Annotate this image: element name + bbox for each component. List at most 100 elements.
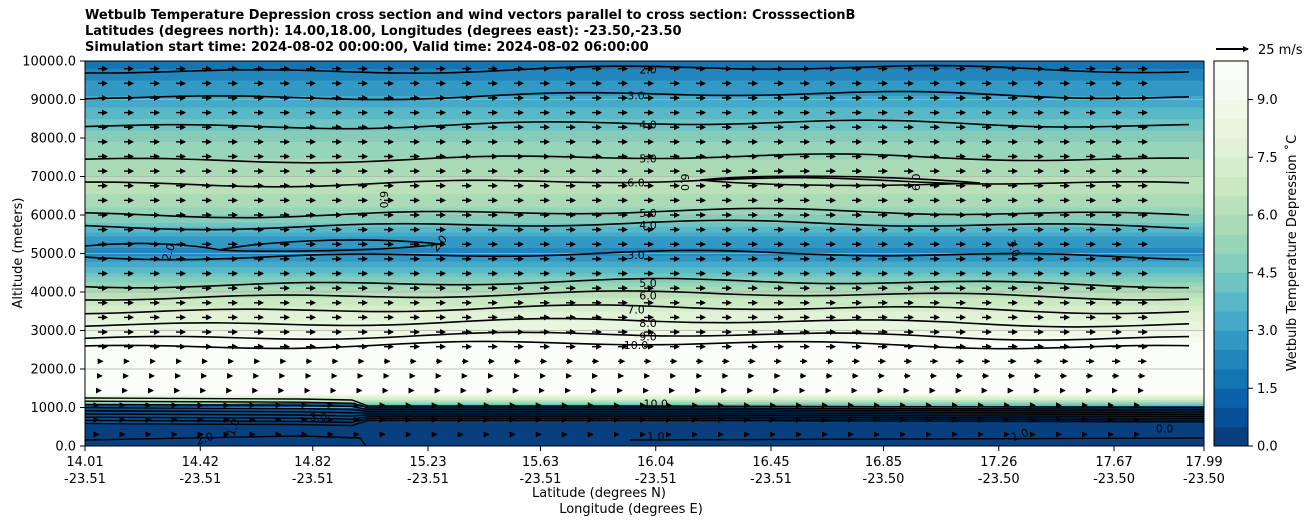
- contour-label: 4.0: [639, 119, 657, 132]
- contour-band: [85, 162, 1204, 166]
- contour-band: [85, 185, 1204, 189]
- colorbar-tick-label: 0.0: [1257, 440, 1278, 455]
- contour-band: [85, 307, 1204, 310]
- contour-band: [85, 318, 1204, 322]
- contour-band: [85, 239, 1204, 243]
- x-tick-label-longitude: -23.51: [750, 472, 792, 487]
- x-tick-label-longitude: -23.51: [179, 472, 221, 487]
- colorbar-segment: [1214, 118, 1248, 139]
- contour-band: [85, 255, 1204, 258]
- colorbar-frame: [1213, 60, 1249, 447]
- contour-band: [85, 116, 1204, 120]
- y-tick-label: 4000.0: [31, 286, 77, 301]
- contour-band: [85, 310, 1204, 314]
- x-tick-label-latitude: 14.42: [182, 455, 219, 470]
- contour-line-6.0: [85, 290, 1190, 301]
- contour-band: [85, 274, 1204, 277]
- contour-band: [85, 151, 1204, 154]
- contour-line-4.0: [85, 219, 1190, 231]
- contour-band: [85, 280, 1204, 283]
- contour-line-closed-6: [699, 175, 981, 187]
- colorbar-segment: [1214, 79, 1248, 100]
- contour-band: [85, 189, 1204, 193]
- colorbar-segment: [1214, 99, 1248, 120]
- contour-band: [85, 285, 1204, 289]
- contour-label: 10.0: [624, 339, 649, 352]
- x-tick-label-longitude: -23.51: [407, 472, 449, 487]
- colorbar-segment: [1214, 233, 1248, 254]
- colorbar-segment: [1214, 349, 1248, 370]
- contour-line-9.0: [85, 331, 1190, 341]
- chart-title: Wetbulb Temperature Depression cross sec…: [85, 8, 855, 56]
- contour-band: [85, 164, 1204, 168]
- contour-band: [85, 191, 1204, 195]
- y-tick-label: 6000.0: [31, 209, 77, 224]
- y-axis: 0.0 1000.0 2000.0 3000.0 4000.0 5000.0 6000.0 7…: [22, 55, 85, 455]
- contour-band: [85, 197, 1204, 200]
- contour-band: [85, 347, 1204, 351]
- contour-label: 3.0: [310, 411, 328, 424]
- x-tick-label-longitude: -23.50: [1093, 472, 1135, 487]
- contour-band: [85, 287, 1204, 291]
- contour-band: [85, 124, 1204, 127]
- contour-band: [85, 218, 1204, 222]
- contour-label: 1.0: [647, 430, 665, 443]
- contour-label: 4.0: [639, 219, 657, 232]
- x-tick-label-latitude: 16.04: [637, 455, 674, 470]
- contour-band: [85, 91, 1204, 95]
- contour-band: [85, 130, 1204, 133]
- contour-line-inversion: [85, 419, 1204, 427]
- contour-band: [85, 393, 1204, 397]
- y-tick-label: 7000.0: [31, 170, 77, 185]
- contour-line-5.0: [85, 153, 1190, 164]
- contour-label: 6.0: [910, 174, 923, 192]
- contour-band: [85, 364, 1204, 368]
- contour-band: [85, 160, 1204, 164]
- colorbar-tick-label: 6.0: [1257, 209, 1278, 224]
- contour-band: [85, 158, 1204, 162]
- contour-band: [85, 262, 1204, 266]
- quiver-key: 25 m/s: [1216, 43, 1303, 58]
- contour-band: [85, 180, 1204, 183]
- contour-line-inversion: [85, 413, 1204, 418]
- contour-band: [85, 397, 1204, 401]
- colorbar-segment: [1214, 60, 1248, 81]
- x-tick-label-latitude: 14.01: [66, 455, 103, 470]
- contour-band: [85, 216, 1204, 220]
- contour-lines: [85, 64, 1204, 446]
- contour-line-inversion: [85, 417, 1204, 424]
- contour-band: [85, 359, 1204, 362]
- contour-band: [85, 176, 1204, 179]
- x-tick-label-latitude: 15.63: [522, 455, 559, 470]
- contour-band: [85, 230, 1204, 233]
- contour-band: [85, 324, 1204, 327]
- contour-band: [85, 299, 1204, 302]
- contour-band: [85, 87, 1204, 91]
- contour-band: [85, 303, 1204, 306]
- contour-line-8.0: [85, 317, 1190, 328]
- title-line-1: Wetbulb Temperature Depression cross sec…: [85, 8, 856, 23]
- contour-band: [85, 66, 1204, 69]
- contour-band: [85, 339, 1204, 343]
- colorbar-tick-label: 7.5: [1257, 151, 1278, 166]
- title-line-2: Latitudes (degrees north): 14.00,18.00, …: [85, 24, 682, 39]
- x-tick-label-latitude: 17.67: [1095, 455, 1132, 470]
- contour-band: [85, 337, 1204, 341]
- contour-label: 3.0: [1004, 238, 1022, 259]
- plot-area: 2.03.04.05.06.05.04.03.05.06.07.08.09.01…: [85, 61, 1204, 446]
- contour-label: 6.0: [639, 289, 657, 302]
- contour-band: [85, 181, 1204, 185]
- contour-band: [85, 366, 1204, 370]
- contour-band: [85, 268, 1204, 272]
- contour-band: [85, 72, 1204, 75]
- contour-band: [85, 370, 1204, 374]
- y-tick-label: 5000.0: [31, 247, 77, 262]
- x-tick-label-longitude: -23.51: [292, 472, 334, 487]
- contour-band: [85, 260, 1204, 264]
- contour-line-5.0: [85, 277, 1189, 289]
- colorbar-segment: [1214, 156, 1248, 177]
- contour-label: 5.0: [639, 277, 657, 290]
- contour-band: [85, 135, 1204, 139]
- contour-band: [85, 241, 1204, 245]
